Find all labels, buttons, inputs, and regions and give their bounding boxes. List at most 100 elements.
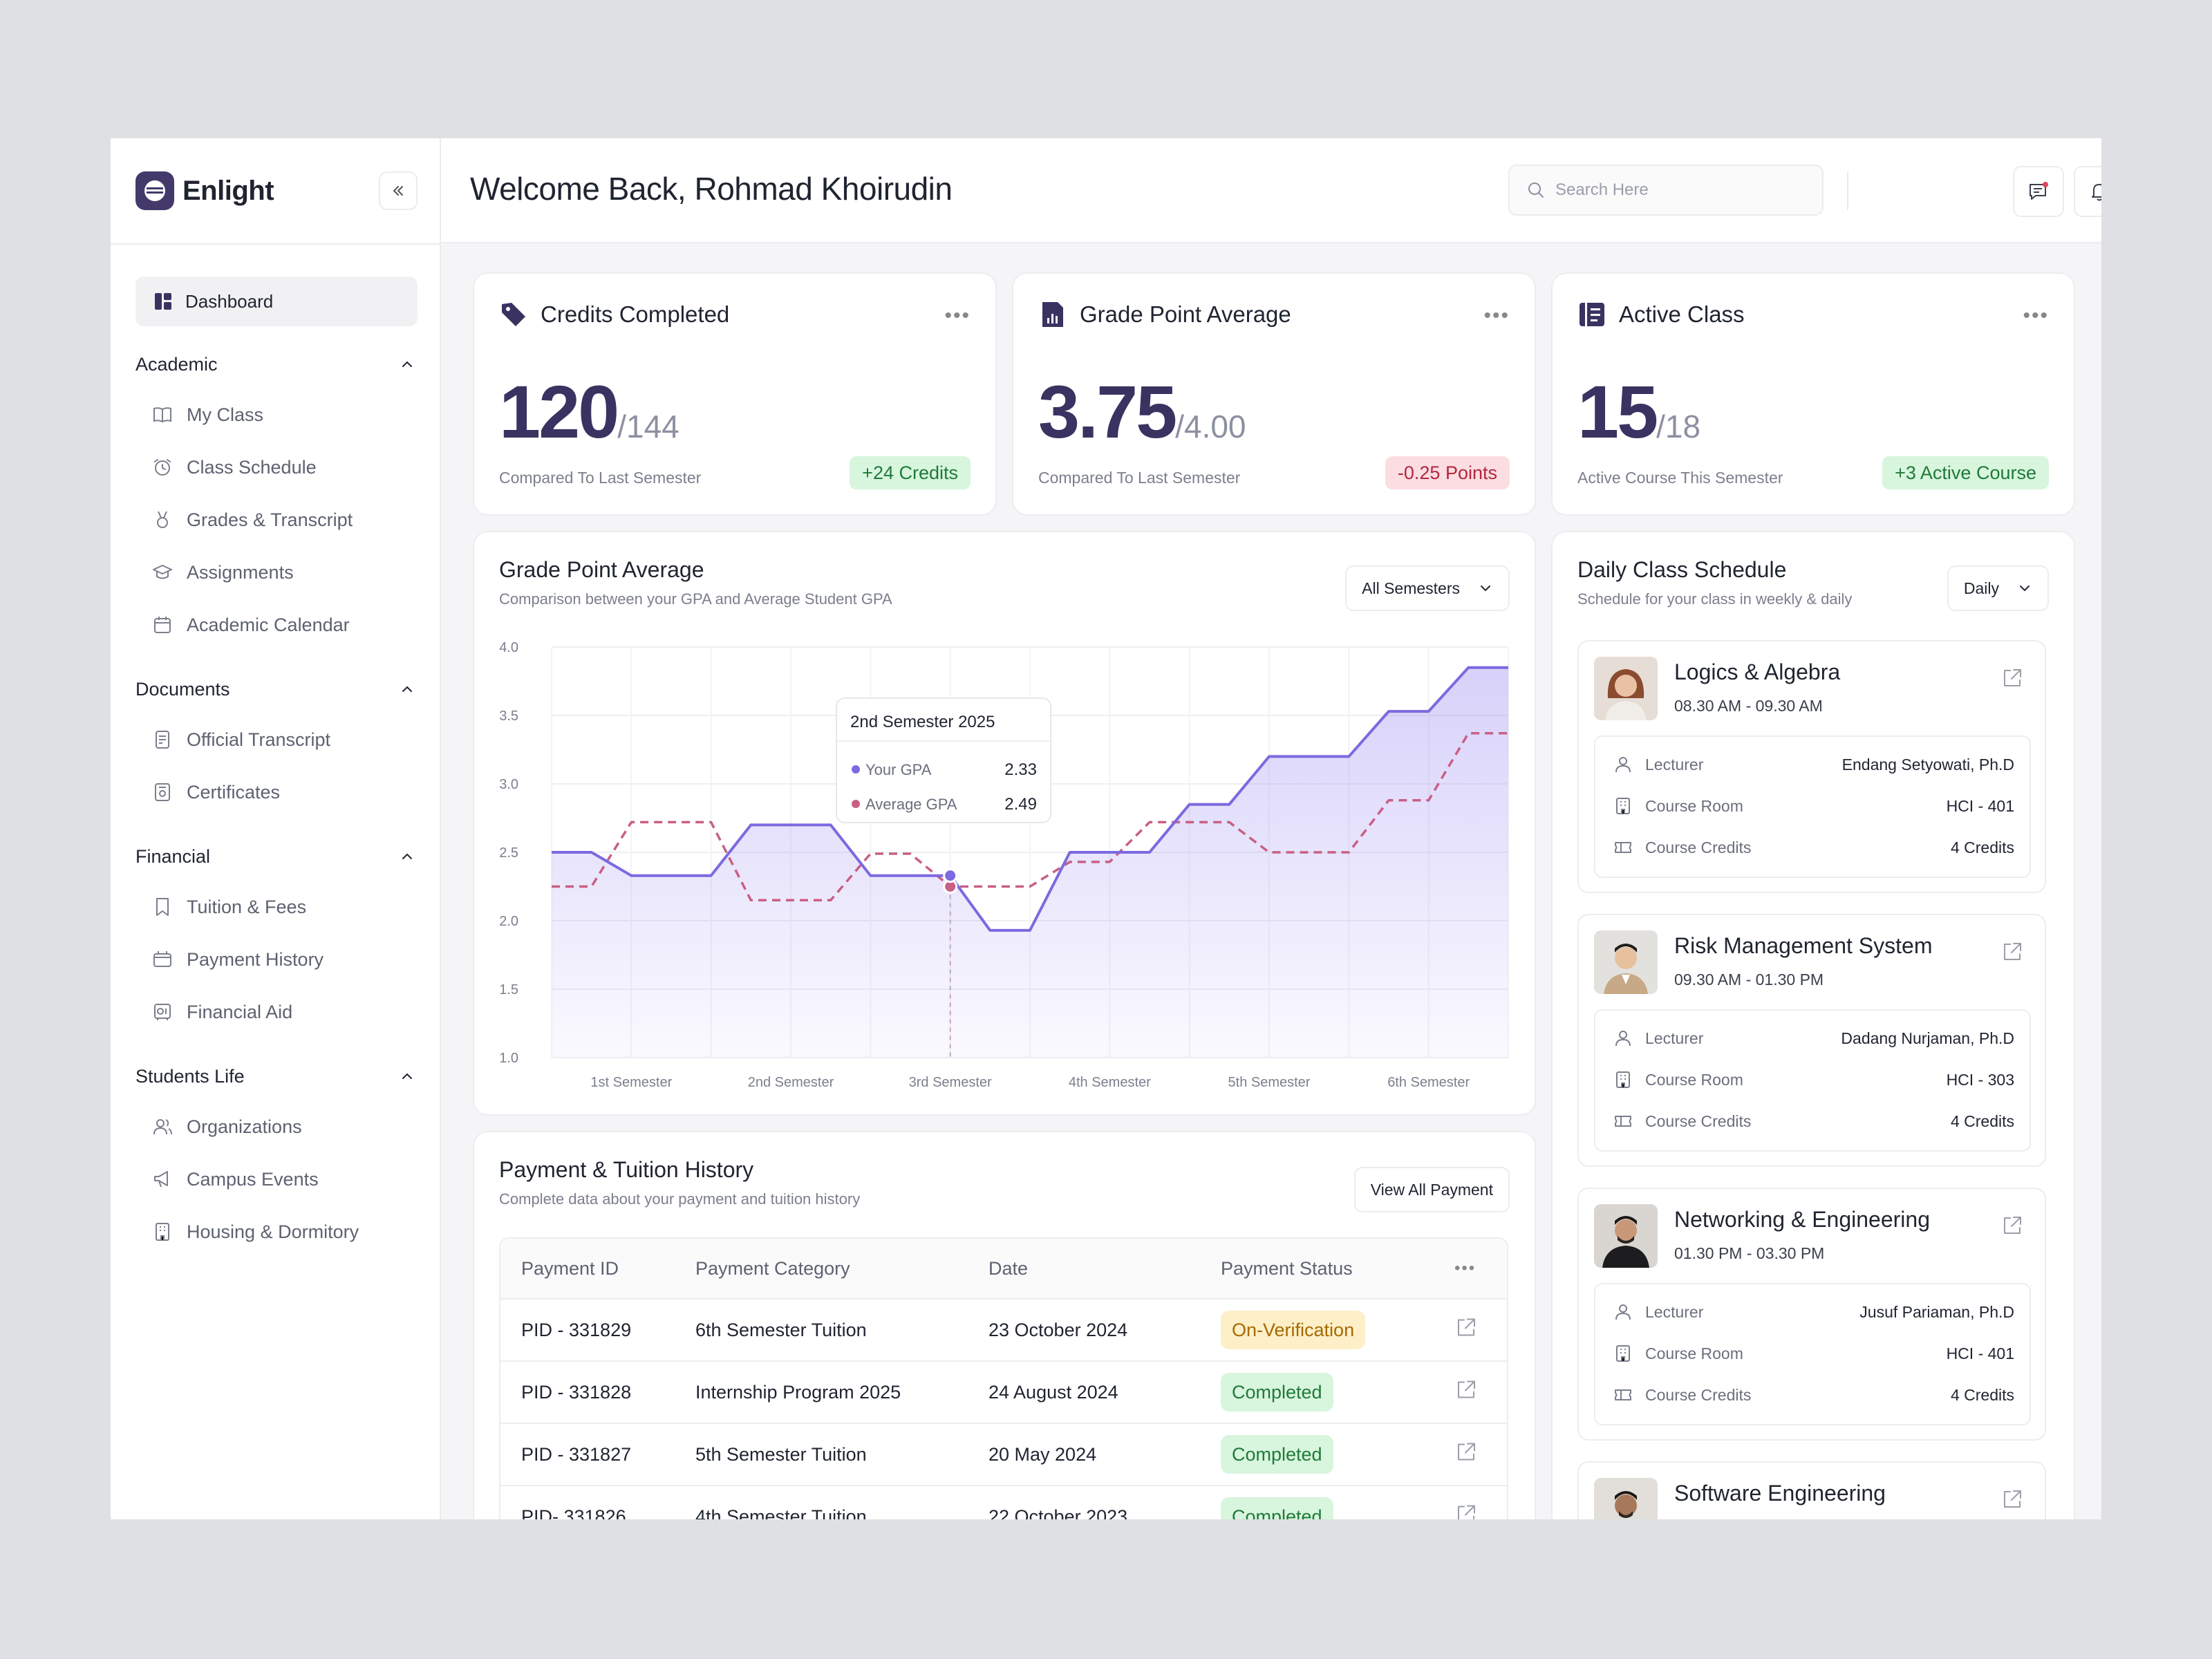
open-external-button[interactable] <box>1454 1316 1478 1344</box>
collapse-sidebar-button[interactable] <box>379 171 418 210</box>
open-external-button[interactable] <box>1454 1378 1478 1407</box>
nav-group-documents: Documents Official Transcript Certificat… <box>135 665 418 818</box>
table-row[interactable]: PID - 331828 Internship Program 2025 24 … <box>500 1360 1507 1423</box>
payment-category: 6th Semester Tuition <box>695 1319 867 1340</box>
x-tick-label: 6th Semester <box>1387 1075 1470 1090</box>
search-input[interactable] <box>1555 180 1818 200</box>
open-class-button[interactable] <box>2000 1214 2024 1241</box>
gpa-line-chart: 4.0 3.5 3.0 2.5 2.0 1.5 1.0 1st Semester 2nd Se… <box>499 640 1509 1090</box>
class-details: Lecturer Endang Setyowati, Ph.D Course Ro… <box>1594 735 2031 878</box>
building-icon <box>1616 1345 1630 1362</box>
card-title: Grade Point Average <box>1038 300 1291 329</box>
external-link-icon <box>2004 669 2021 686</box>
table-row[interactable]: PID- 331826 4th Semester Tuition 22 Octo… <box>500 1485 1507 1519</box>
brand[interactable]: Enlight <box>135 170 274 212</box>
sidebar-item-label: Dashboard <box>185 290 274 312</box>
more-options-button[interactable]: ••• <box>2023 304 2049 327</box>
open-class-button[interactable] <box>2000 1488 2024 1515</box>
sidebar-item-financial-aid[interactable]: Financial Aid <box>135 986 418 1038</box>
status-badge: On-Verification <box>1221 1311 1366 1349</box>
x-tick-label: 4th Semester <box>1069 1075 1151 1090</box>
payment-table: Payment ID Payment Category Date Payment… <box>499 1237 1508 1519</box>
sidebar-item-certificates[interactable]: Certificates <box>135 766 418 818</box>
megaphone-icon <box>154 1171 168 1188</box>
table-row[interactable]: PID - 331827 5th Semester Tuition 20 May… <box>500 1423 1507 1485</box>
stat-badge: +24 Credits <box>850 456 971 489</box>
sidebar-item-label: My Class <box>187 404 264 425</box>
search-box[interactable] <box>1508 165 1824 216</box>
group-header-students-life[interactable]: Students Life <box>135 1052 418 1100</box>
sidebar-item-housing[interactable]: Housing & Dormitory <box>135 1206 418 1258</box>
schedule-filter-dropdown[interactable]: Daily <box>1947 565 2049 611</box>
sidebar-item-campus-events[interactable]: Campus Events <box>135 1153 418 1206</box>
class-card[interactable]: Risk Management System 09.30 AM - 01.30 … <box>1577 914 2046 1167</box>
sidebar-item-academic-calendar[interactable]: Academic Calendar <box>135 599 418 651</box>
stat-caption: Active Course This Semester <box>1577 469 1783 487</box>
sidebar-item-label: Payment History <box>187 948 324 970</box>
group-header-financial[interactable]: Financial <box>135 832 418 881</box>
payment-category: Internship Program 2025 <box>695 1381 901 1403</box>
lecturer-avatar <box>1594 657 1658 720</box>
notifications-button[interactable] <box>2074 166 2101 217</box>
class-time: 09.30 AM - 01.30 PM <box>1674 971 1824 988</box>
room-value: HCI - 401 <box>1946 796 2014 815</box>
building-icon <box>1616 798 1630 814</box>
more-options-button[interactable]: ••• <box>944 304 971 327</box>
sidebar-item-assignments[interactable]: Assignments <box>135 546 418 599</box>
your-gpa-point <box>943 868 958 883</box>
payment-id: PID - 331828 <box>521 1381 632 1403</box>
book-open-icon <box>153 407 171 423</box>
stat-badge: -0.25 Points <box>1385 456 1510 489</box>
group-header-academic[interactable]: Academic <box>135 340 418 388</box>
semester-filter-dropdown[interactable]: All Semesters <box>1345 565 1510 611</box>
open-class-button[interactable] <box>2000 940 2024 967</box>
sidebar: Enlight Dashboard Academic My Class <box>111 138 441 1519</box>
sidebar-item-dashboard[interactable]: Dashboard <box>135 276 418 326</box>
messages-button[interactable] <box>2013 166 2064 217</box>
open-class-button[interactable] <box>2000 666 2024 693</box>
detail-label: Course Room <box>1645 1344 1743 1362</box>
sidebar-item-payment-history[interactable]: Payment History <box>135 933 418 986</box>
status-badge: Completed <box>1221 1497 1333 1519</box>
user-icon <box>1615 1304 1631 1320</box>
table-options-button[interactable]: ••• <box>1454 1259 1477 1277</box>
open-external-button[interactable] <box>1454 1503 1478 1519</box>
your-gpa-line <box>552 666 1508 932</box>
dropdown-value: Daily <box>1963 579 1999 597</box>
y-tick-label: 4.0 <box>499 640 518 655</box>
tooltip-value-average-gpa: 2.49 <box>1004 795 1037 814</box>
x-tick-label: 5th Semester <box>1228 1075 1311 1090</box>
safe-icon <box>154 1004 171 1020</box>
ticket-icon <box>1615 842 1631 853</box>
view-all-payment-button[interactable]: View All Payment <box>1353 1167 1510 1212</box>
chart-y-axis: 4.0 3.5 3.0 2.5 2.0 1.5 1.0 <box>499 640 518 1066</box>
class-card[interactable]: Logics & Algebra 08.30 AM - 09.30 AM Lec… <box>1577 640 2046 893</box>
chart-series <box>552 666 1508 1058</box>
credits-row: Course Credits 4 Credits <box>1613 834 2014 861</box>
table-row[interactable]: PID - 331829 6th Semester Tuition 23 Oct… <box>500 1298 1507 1360</box>
class-card[interactable]: Networking & Engineering 01.30 PM - 03.3… <box>1577 1188 2046 1441</box>
sidebar-item-official-transcript[interactable]: Official Transcript <box>135 713 418 766</box>
sidebar-item-label: Organizations <box>187 1116 302 1137</box>
sidebar-item-class-schedule[interactable]: Class Schedule <box>135 441 418 494</box>
sidebar-item-organizations[interactable]: Organizations <box>135 1100 418 1153</box>
group-header-documents[interactable]: Documents <box>135 665 418 713</box>
chevron-up-icon <box>402 853 412 859</box>
class-card[interactable]: Software Engineering <box>1577 1461 2046 1519</box>
sidebar-item-tuition-fees[interactable]: Tuition & Fees <box>135 881 418 933</box>
open-external-button[interactable] <box>1454 1441 1478 1469</box>
sidebar-item-label: Financial Aid <box>187 1001 293 1022</box>
graduation-cap-icon <box>153 565 172 579</box>
tooltip-box <box>836 697 1051 823</box>
column-header: Date <box>988 1257 1029 1279</box>
detail-label: Course Credits <box>1645 838 1752 856</box>
sidebar-item-grades[interactable]: Grades & Transcript <box>135 494 418 546</box>
x-tick-label: 3rd Semester <box>909 1075 992 1090</box>
section-title: Payment & Tuition History <box>499 1157 754 1182</box>
sidebar-item-label: Official Transcript <box>187 729 331 750</box>
more-options-button[interactable]: ••• <box>1483 304 1510 327</box>
sidebar-item-my-class[interactable]: My Class <box>135 388 418 441</box>
stat-caption: Compared To Last Semester <box>1038 469 1241 487</box>
lecturer-photo-icon <box>1594 1204 1658 1268</box>
lecturer-photo-icon <box>1594 657 1658 720</box>
